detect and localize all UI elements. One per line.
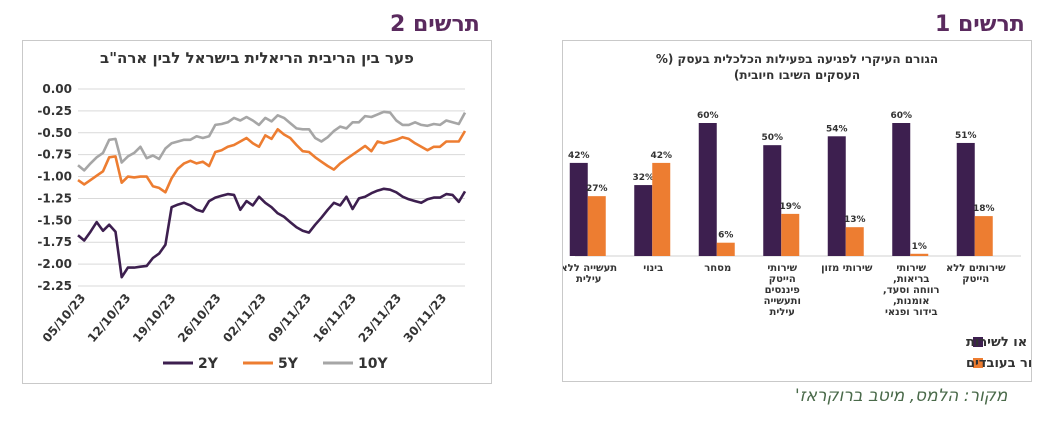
x-tick-label: 23/11/23 <box>356 291 405 345</box>
bar-1-6 <box>587 196 606 256</box>
series-line-10Y <box>77 110 467 172</box>
category-label: ותעשייה <box>764 296 801 307</box>
bar-0-2 <box>827 136 846 256</box>
category-label: הייטק <box>962 274 989 285</box>
bar-0-6 <box>569 162 588 256</box>
bar-value-label: 54% <box>826 124 848 134</box>
bar-value-label: 32% <box>632 173 654 183</box>
bar-1-0 <box>974 216 993 256</box>
category-label: אומנות, <box>893 296 930 307</box>
bar-value-label: 6% <box>718 231 733 241</box>
bar-value-label: 19% <box>779 202 801 212</box>
bar-value-label: 18% <box>973 204 995 214</box>
chart1-heading: תרשים 1 <box>935 12 1025 37</box>
legend-label-1: היעדרות עובדים או מחסור בעובדים <box>966 356 1031 371</box>
bar-chart-title-line1: הגורם העיקרי לפגיעה בפעילות הכלכלית בעסק… <box>656 52 938 66</box>
series-line-5Y <box>77 128 467 194</box>
y-tick-label: -0.50 <box>37 126 72 140</box>
bar-value-label: 42% <box>568 151 590 161</box>
y-tick-label: -2.25 <box>37 279 72 293</box>
bar-0-4 <box>698 123 717 256</box>
y-tick-label: -1.75 <box>37 235 72 249</box>
bar-value-label: 60% <box>890 111 912 121</box>
category-label: שירותי <box>896 263 926 274</box>
legend-swatch-0 <box>973 337 983 347</box>
x-tick-label: 19/10/23 <box>130 291 179 345</box>
y-tick-label: -1.25 <box>37 191 72 205</box>
bar-1-4 <box>716 242 735 256</box>
category-label: שירותי מזון <box>821 263 873 274</box>
bar-value-label: 60% <box>697 111 719 121</box>
category-label: שירותי <box>767 263 797 274</box>
bar-chart-title-line2: העסקים השיבו חיובית) <box>734 68 860 82</box>
x-tick-label: 30/11/23 <box>401 291 450 345</box>
legend-label-5Y: 5Y <box>278 356 299 372</box>
bar-value-label: 50% <box>761 133 783 143</box>
bar-1-1 <box>910 253 929 256</box>
y-tick-label: 0.00 <box>42 82 72 96</box>
category-label: שירותים ללא <box>946 263 1006 274</box>
category-label: מסחר <box>704 263 731 274</box>
bar-0-1 <box>892 123 911 256</box>
x-tick-label: 12/10/23 <box>85 291 134 345</box>
legend-label-0: ירידה בביקוש למוצר או לשירות <box>966 335 1031 350</box>
bar-value-label: 1% <box>912 242 927 252</box>
bar-value-label: 51% <box>955 131 977 141</box>
bar-value-label: 13% <box>844 215 866 225</box>
legend-label-10Y: 10Y <box>358 356 388 372</box>
legend-swatch-1 <box>973 358 983 368</box>
line-chart: פער בין הריבית הריאלית בישראל לבין ארה"ב… <box>37 49 467 372</box>
category-label: בינוי <box>643 263 663 274</box>
y-tick-label: -2.00 <box>37 257 72 271</box>
category-label: הייטק <box>769 274 796 285</box>
bar-0-5 <box>634 185 653 256</box>
x-tick-label: 05/10/23 <box>40 291 89 345</box>
y-tick-label: -0.75 <box>37 148 72 162</box>
bar-1-3 <box>781 213 800 256</box>
y-tick-label: -1.50 <box>37 213 72 227</box>
line-chart-title: פער בין הריבית הריאלית בישראל לבין ארה"ב <box>100 49 414 67</box>
line-chart-box: פער בין הריבית הריאלית בישראל לבין ארה"ב… <box>22 40 492 384</box>
series-line-2Y <box>77 187 467 279</box>
legend-label-2Y: 2Y <box>198 356 219 372</box>
bar-chart-box: הגורם העיקרי לפגיעה בפעילות הכלכלית בעסק… <box>560 40 1048 382</box>
x-tick-label: 09/11/23 <box>265 291 314 345</box>
x-tick-label: 02/11/23 <box>220 291 269 345</box>
bar-chart: הגורם העיקרי לפגיעה בפעילות הכלכלית בעסק… <box>560 52 1048 371</box>
category-label: עילית <box>576 274 601 285</box>
y-tick-label: -0.25 <box>37 104 72 118</box>
bar-0-3 <box>763 145 782 256</box>
y-tick-label: -1.00 <box>37 170 72 184</box>
bar-value-label: 42% <box>650 151 672 161</box>
category-label: פיננסים <box>765 285 801 296</box>
x-tick-label: 26/10/23 <box>175 291 224 345</box>
category-label: בריאות, <box>893 274 929 285</box>
category-label: רווחה וסעד, <box>883 285 940 296</box>
bar-0-0 <box>956 142 975 256</box>
bar-1-5 <box>652 162 671 256</box>
bar-1-2 <box>845 227 864 256</box>
chart2-heading: תרשים 2 <box>390 12 480 37</box>
x-tick-label: 16/11/23 <box>310 291 359 345</box>
category-label: עילית <box>770 307 795 318</box>
bar-value-label: 27% <box>586 184 608 194</box>
source-note: מקור: הלמס, מיטב ברוקראז' <box>795 386 1008 406</box>
category-label: בידור ופנאי <box>885 307 938 318</box>
category-label: תעשייה ללא <box>563 263 617 274</box>
